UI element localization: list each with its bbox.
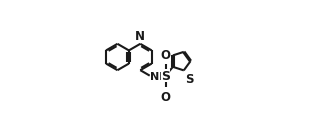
Text: O: O: [160, 49, 171, 62]
Text: O: O: [160, 90, 171, 103]
Text: S: S: [161, 70, 170, 82]
Text: S: S: [186, 72, 194, 85]
Text: NH: NH: [150, 72, 169, 82]
Text: N: N: [135, 30, 145, 43]
